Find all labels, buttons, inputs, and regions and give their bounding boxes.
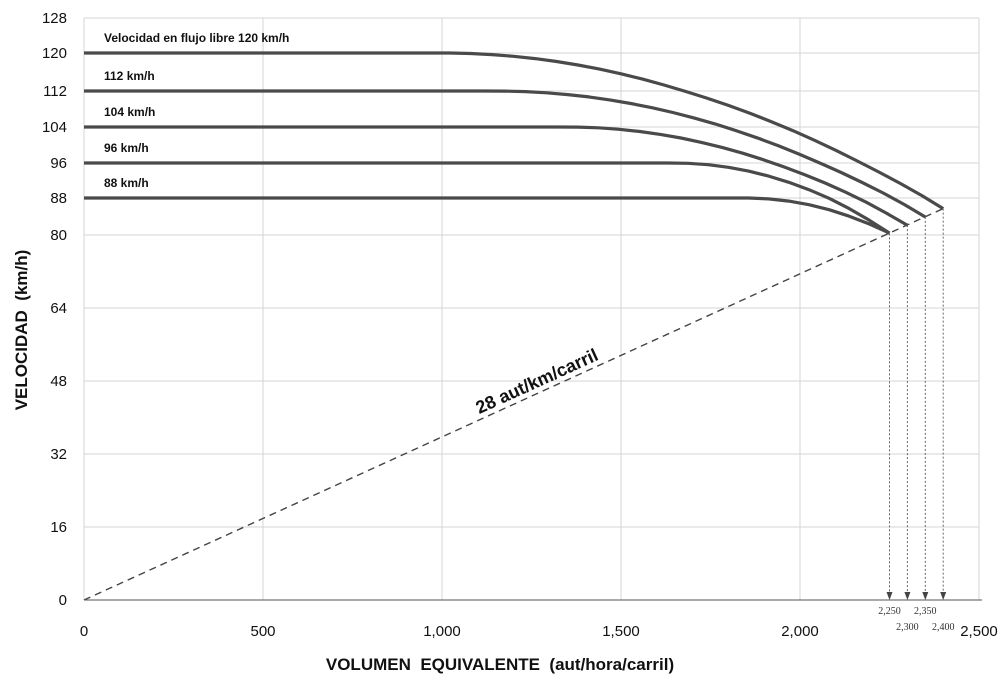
y-tick-label: 128 — [42, 10, 67, 27]
x-tick-label: 1,000 — [423, 623, 461, 640]
speed-curve-label: 96 km/h — [104, 141, 149, 155]
y-axis-title: VELOCIDAD (km/h) — [12, 250, 31, 411]
speed-curve — [84, 125, 909, 227]
y-tick-label: 0 — [59, 592, 67, 609]
speed-curve-label: 104 km/h — [104, 105, 155, 119]
density-line-group: 28 aut/km/carril — [83, 207, 944, 601]
y-axis-ticks: 0 16 32 48 64 80 88 96 104 112 120 128 — [42, 10, 67, 609]
speed-curves: Velocidad en flujo libre 120 km/h 112 km/… — [84, 31, 945, 235]
y-tick-label: 112 — [43, 83, 67, 100]
capacity-arrow-head — [922, 592, 929, 600]
capacity-label: 2,250 — [878, 606, 901, 617]
capacity-arrow-head — [886, 592, 893, 600]
x-tick-label: 1,500 — [602, 623, 640, 640]
y-tick-label: 48 — [50, 373, 67, 390]
speed-curve — [84, 89, 927, 219]
x-tick-label: 2,000 — [781, 623, 819, 640]
y-tick-label: 80 — [50, 227, 67, 244]
capacity-arrow-head — [904, 592, 911, 600]
speed-curve-label: 88 km/h — [104, 176, 149, 190]
x-axis-ticks: 0 500 1,000 1,500 2,000 2,500 — [80, 623, 998, 640]
y-tick-label: 104 — [42, 119, 67, 136]
capacity-arrows: 2,250 2,300 2,350 2,400 — [878, 208, 955, 633]
x-tick-label: 500 — [250, 623, 275, 640]
y-tick-label: 16 — [50, 519, 67, 536]
y-tick-label: 32 — [50, 446, 67, 463]
capacity-arrow-head — [940, 592, 947, 600]
x-tick-label: 0 — [80, 623, 88, 640]
grid — [83, 17, 980, 601]
speed-curve — [84, 161, 891, 235]
capacity-label: 2,300 — [896, 622, 919, 633]
speed-curve-label: 112 km/h — [104, 69, 155, 83]
y-tick-label: 120 — [42, 45, 67, 62]
speed-curve — [84, 51, 945, 210]
x-axis-title: VOLUMEN EQUIVALENTE (aut/hora/carril) — [326, 655, 674, 674]
speed-curve-label: Velocidad en flujo libre 120 km/h — [104, 31, 289, 45]
y-tick-label: 88 — [50, 190, 67, 207]
x-tick-label: 2,500 — [960, 623, 998, 640]
capacity-label: 2,400 — [932, 622, 955, 633]
density-line — [83, 207, 944, 601]
speed-curve — [84, 196, 891, 235]
y-tick-label: 96 — [50, 155, 67, 172]
capacity-label: 2,350 — [914, 606, 937, 617]
y-tick-label: 64 — [50, 300, 67, 317]
